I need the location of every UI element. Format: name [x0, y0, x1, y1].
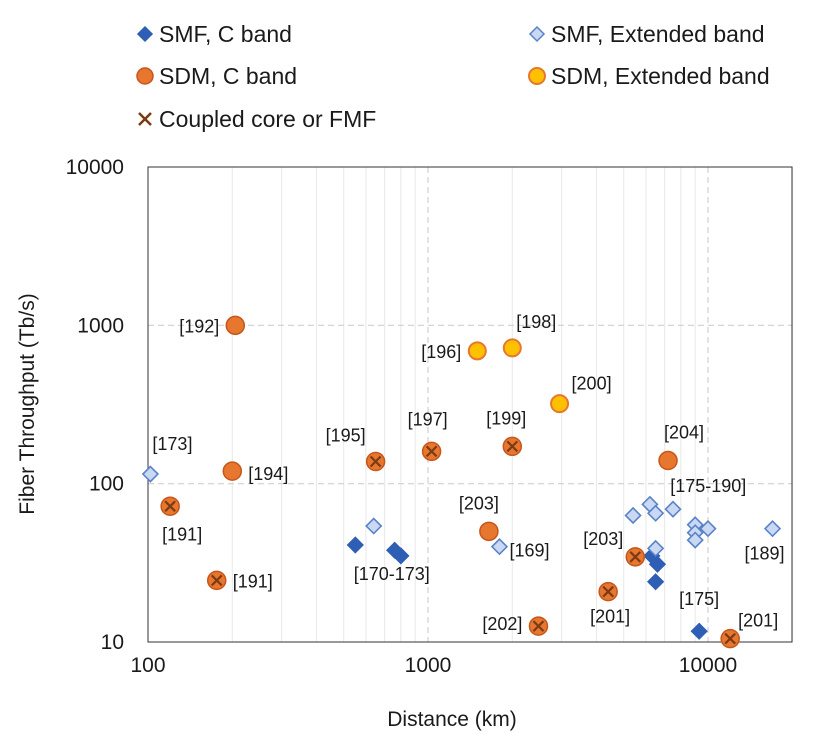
annotation-label: [198]: [516, 312, 556, 332]
x-tick-label: 100: [130, 654, 165, 677]
annotation-label: [173]: [152, 434, 192, 454]
point-coupled-cross: [724, 632, 736, 645]
point-smf-ext: [646, 504, 665, 522]
point-smf-ext: [141, 465, 160, 483]
legend-label-smf-c: SMF, C band: [159, 21, 292, 47]
point-sdm-ext: [502, 338, 522, 358]
y-tick-label: 10000: [66, 156, 124, 179]
point-sdm-c: [658, 450, 678, 471]
legend-label-sdm-c: SDM, C band: [159, 63, 297, 89]
legend-marker-sdm-ext: [528, 67, 546, 85]
x-tick-label: 1000: [405, 654, 452, 677]
annotation-label: [175-190]: [670, 476, 746, 496]
annotation-label: [194]: [248, 464, 288, 484]
annotation-label: [169]: [509, 541, 549, 561]
legend-label-coupled: Coupled core or FMF: [159, 106, 376, 132]
y-tick-label: 100: [89, 473, 124, 496]
point-coupled-cross: [506, 440, 519, 453]
point-coupled-cross: [369, 455, 382, 468]
annotation-label: [202]: [482, 614, 522, 634]
point-sdm-c: [479, 521, 499, 542]
legend-marker-smf-c: [136, 25, 154, 43]
point-smf-ext: [664, 500, 682, 518]
point-sdm-ext: [550, 394, 570, 414]
x-axis-ticks: 100 1000 10000: [130, 654, 737, 677]
annotation-label: [189]: [745, 544, 785, 564]
point-sdm-ext: [467, 341, 487, 361]
point-sdm-c: [225, 315, 246, 336]
y-axis-ticks: 10 100 1000 10000: [66, 156, 124, 654]
annotation-label: [175]: [679, 589, 719, 609]
y-tick-label: 1000: [77, 314, 124, 337]
annotation-label: [201]: [590, 607, 630, 627]
annotation-label: [196]: [421, 342, 461, 362]
point-smf-c: [690, 622, 708, 640]
legend-marker-smf-ext: [528, 25, 546, 43]
legend-marker-coupled: [138, 112, 152, 126]
annotation-label: [201]: [738, 611, 778, 631]
point-smf-ext: [699, 520, 717, 538]
legend-item-coupled: Coupled core or FMF: [138, 106, 376, 132]
annotation-label: [170-173]: [354, 564, 430, 584]
annotation-label: [191]: [162, 524, 202, 544]
point-smf-ext: [763, 520, 782, 538]
point-smf-c: [646, 573, 665, 591]
point-coupled-cross: [629, 551, 642, 563]
point-smf-ext: [624, 506, 642, 525]
legend-item-smf-ext: SMF, Extended band: [528, 21, 765, 47]
annotation-label: [204]: [664, 423, 704, 443]
point-sdm-c: [222, 461, 243, 481]
point-annotations: [192] [173] [194] [191] [191] [195] [197] [196]…: [152, 312, 784, 634]
legend: SMF, C band SMF, Extended band SDM, C ba…: [136, 21, 770, 132]
y-axis-title: Fiber Throughput (Tb/s): [16, 293, 39, 514]
x-axis-title: Distance (km): [387, 708, 517, 731]
annotation-label: [197]: [408, 409, 448, 429]
point-coupled-cross: [532, 620, 545, 632]
legend-item-sdm-c: SDM, C band: [136, 63, 297, 89]
point-smf-c: [648, 555, 667, 573]
data-points: [141, 315, 782, 649]
point-coupled-cross: [425, 445, 438, 458]
annotation-label: [199]: [486, 408, 526, 428]
point-smf-c: [392, 547, 410, 565]
legend-marker-sdm-c: [136, 67, 154, 85]
annotation-label: [200]: [572, 374, 612, 394]
legend-item-smf-c: SMF, C band: [136, 21, 292, 47]
point-coupled-cross: [164, 500, 176, 513]
legend-item-sdm-ext: SDM, Extended band: [528, 63, 770, 89]
legend-label-smf-ext: SMF, Extended band: [551, 21, 765, 47]
annotation-label: [203]: [459, 493, 499, 513]
point-smf-ext: [646, 539, 665, 558]
annotation-label: [191]: [233, 571, 273, 591]
point-smf-ext: [365, 517, 383, 535]
point-coupled-cross: [210, 574, 223, 587]
y-tick-label: 10: [101, 631, 124, 654]
point-smf-ext: [686, 531, 704, 549]
annotation-label: [195]: [326, 426, 366, 446]
point-coupled-cross: [602, 585, 614, 598]
plot-area-frame: [147, 166, 793, 643]
annotation-label: [203]: [583, 529, 623, 549]
legend-label-sdm-ext: SDM, Extended band: [551, 63, 770, 89]
point-smf-c: [346, 536, 364, 554]
annotation-label: [192]: [179, 316, 219, 336]
x-tick-label: 10000: [679, 654, 737, 677]
point-smf-ext: [490, 538, 509, 556]
